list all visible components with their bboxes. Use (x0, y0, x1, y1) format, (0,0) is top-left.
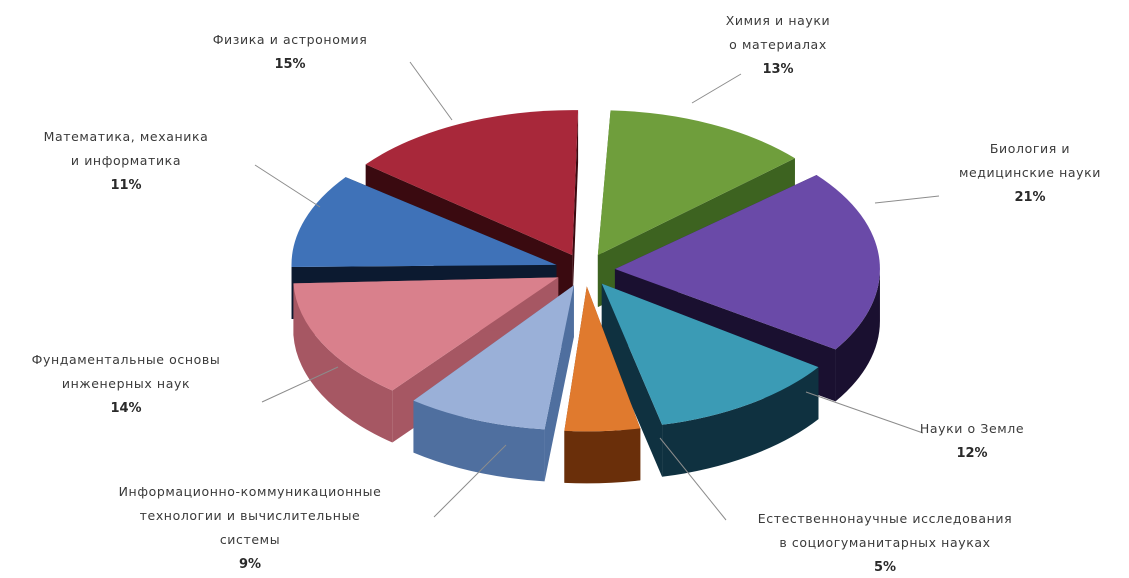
slice-label-7-line-2: и информатика (71, 153, 181, 168)
slice-label-3-line-1: Науки о Земле (920, 421, 1024, 436)
leader-line-1 (691, 73, 742, 104)
slice-percent-6: 14% (110, 401, 141, 416)
slice-1-top (597, 110, 795, 256)
slice-8-wall-b (572, 110, 579, 308)
leader-line-4 (659, 437, 727, 521)
leader-line-6 (261, 366, 339, 403)
slice-percent-8: 15% (274, 57, 305, 72)
leader-line-2 (874, 195, 940, 204)
slice-label-5-line-2: технологии и вычислительные (140, 508, 361, 523)
slice-label-5-line-3: системы (220, 532, 280, 547)
slice-8-top (365, 110, 579, 256)
slice-label-6-line-2: инженерных наук (62, 376, 190, 391)
slice-percent-3: 12% (956, 446, 987, 461)
leader-lines-group (254, 61, 940, 521)
slice-2-outer-wall-0 (835, 269, 880, 402)
leader-line-8 (409, 61, 453, 121)
slices-group (291, 110, 880, 484)
slice-3 (601, 283, 819, 477)
leader-line-7 (254, 164, 321, 208)
slice-label-1-line-1: Химия и науки (726, 13, 831, 28)
slice-percent-4: 5% (874, 560, 896, 575)
labels-group: Химия и науки о материалах 13% Биология и ме… (32, 13, 1101, 575)
slice-percent-2: 21% (1014, 190, 1045, 205)
slice-3-top (601, 283, 819, 425)
slice-5 (413, 285, 574, 482)
slice-label-5-line-1: Информационно-коммуникационные (119, 484, 382, 499)
slice-label-7-line-1: Математика, механика (44, 129, 209, 144)
slice-percent-7: 11% (110, 178, 141, 193)
slice-2-top (614, 174, 880, 350)
slice-4-top (564, 286, 641, 432)
slice-label-4-line-2: в социогуманитарных науках (779, 535, 990, 550)
slice-4-outer-wall-0 (564, 428, 641, 484)
slice-6-outer-wall-0 (293, 283, 393, 443)
slice-label-4-line-1: Естественнонаучные исследования (758, 511, 1013, 526)
slice-3-wall-b (601, 283, 663, 477)
slice-6-top (293, 277, 559, 391)
slice-label-2-line-1: Биология и (990, 141, 1070, 156)
slice-label-1-line-2: о материалах (729, 37, 827, 52)
slice-label-6-line-1: Фундаментальные основы (32, 352, 221, 367)
slice-5-top (413, 285, 574, 430)
slice-percent-5: 9% (239, 557, 261, 572)
slice-label-8-line-1: Физика и астрономия (213, 32, 368, 47)
slice-label-2-line-2: медицинские науки (959, 165, 1101, 180)
leader-line-5 (433, 444, 507, 518)
slice-3-outer-wall-0 (662, 367, 819, 477)
slice-5-outer-wall-0 (413, 400, 545, 482)
slice-4 (564, 286, 641, 484)
leader-line-3 (805, 391, 924, 434)
slice-7-top (291, 177, 557, 268)
slice-percent-1: 13% (762, 62, 793, 77)
